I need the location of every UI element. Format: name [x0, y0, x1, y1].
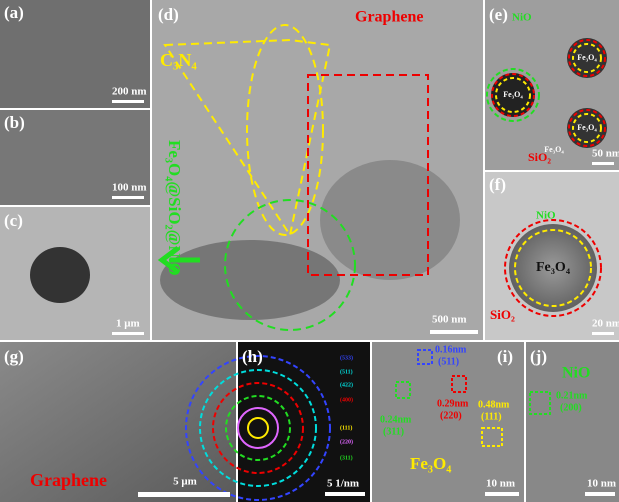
annotation: NiO — [512, 12, 532, 24]
scale-bar-label: 100 nm — [112, 182, 147, 194]
annotation: Fe₃O₄ — [544, 145, 564, 154]
annotation: (400) — [340, 396, 353, 403]
panel-label: (i) — [497, 347, 513, 366]
annotation: 0.21nm — [556, 390, 588, 401]
annotation: (220) — [340, 438, 353, 445]
annotation: NiO — [536, 210, 556, 222]
annotation: Fe₃O₄ — [410, 454, 451, 473]
annotation: (111) — [340, 424, 352, 431]
annotation: (533) — [340, 354, 353, 361]
annotation: Fe₃O₄ — [577, 123, 597, 132]
annotation: (111) — [481, 411, 502, 422]
annotation: 0.16nm — [435, 344, 467, 355]
panel-label: (e) — [489, 5, 508, 24]
panel-label: (f) — [489, 175, 506, 194]
scale-bar-label: 10 nm — [587, 478, 616, 490]
annotation: Fe₃O₄@SiO₂@NiO — [165, 140, 184, 276]
scale-bar-label: 20 nm — [592, 318, 619, 330]
annotation: C₃N₄ — [160, 50, 197, 70]
panel-label: (h) — [242, 347, 263, 366]
scale-bar-label: 200 nm — [112, 86, 147, 98]
annotation: Graphene — [30, 470, 107, 490]
panel-label: (g) — [4, 347, 24, 366]
panel-label: (c) — [4, 211, 23, 230]
annotation: (422) — [340, 381, 353, 388]
annotation: Fe₃O₄ — [577, 53, 597, 62]
annotation: (220) — [440, 410, 462, 421]
scale-bar-label: 500 nm — [432, 314, 467, 326]
panel-label: (b) — [4, 113, 25, 132]
panel-label: (j) — [530, 347, 547, 366]
annotation: SiO₂ — [528, 150, 551, 164]
scale-bars — [112, 100, 615, 497]
annotation: Graphene — [355, 9, 423, 26]
annotation: 0.48nm — [478, 399, 510, 410]
overlays — [157, 24, 606, 501]
annotation: 0.29nm — [437, 398, 469, 409]
annotation: SiO₂ — [490, 307, 515, 322]
annotation: (511) — [438, 356, 459, 367]
scale-bar-label: 50 nm — [592, 148, 619, 160]
annotation: 0.24nm — [380, 414, 412, 425]
annotation: (311) — [383, 426, 404, 437]
panel-label: (d) — [158, 5, 179, 24]
scale-bar-label: 5 μm — [173, 476, 197, 488]
annotation: (311) — [340, 454, 353, 461]
annotation: (200) — [560, 402, 582, 413]
panel-label: (a) — [4, 3, 24, 22]
annotation: Fe₃O₄ — [503, 90, 523, 99]
annotation: (511) — [340, 368, 353, 375]
annotation: NiO — [562, 365, 590, 382]
text-layer: (a) 200 nm (b) 100 nm (c) 1 μm (d) 500 n… — [4, 3, 619, 490]
scale-bar-label: 1 μm — [116, 318, 140, 330]
scale-bar-label: 10 nm — [486, 478, 515, 490]
annotation: Fe₃O₄ — [536, 260, 571, 275]
scale-bar-label: 5 1/nm — [327, 478, 359, 490]
